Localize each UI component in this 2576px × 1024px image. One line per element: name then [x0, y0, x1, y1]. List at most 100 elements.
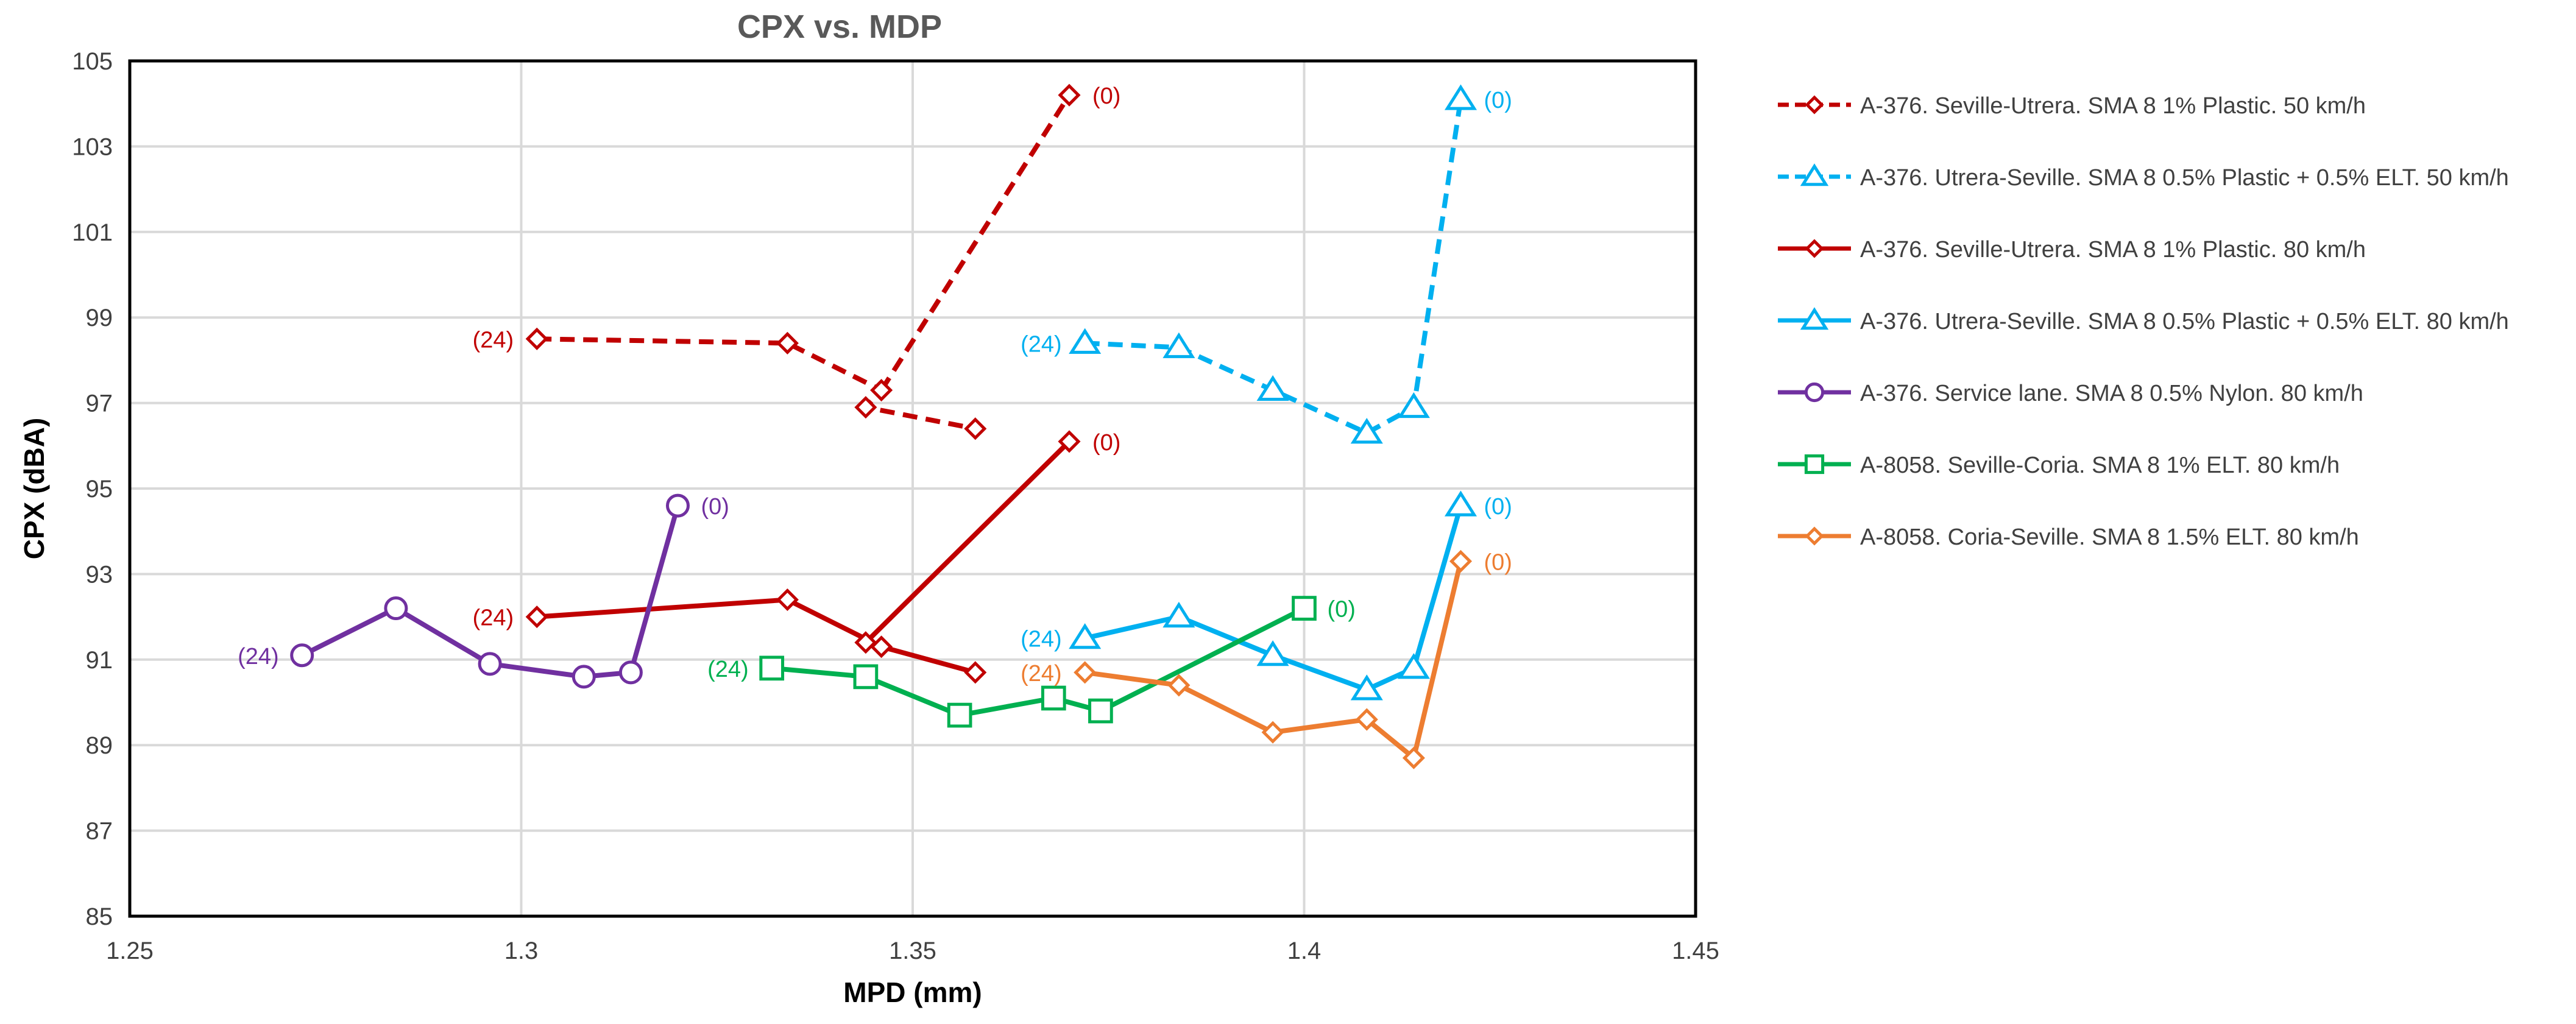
point-label: (24)	[473, 327, 514, 353]
data-point	[1069, 623, 1102, 649]
legend-swatch-marker	[1800, 307, 1829, 330]
data-point	[1088, 698, 1113, 724]
legend-entry-6: A-8058. Seville-Coria. SMA 8 1% ELT. 80 …	[1778, 453, 2340, 478]
plot-area-border	[128, 59, 1697, 918]
data-point	[1162, 601, 1195, 628]
point-label: (24)	[1021, 661, 1062, 687]
data-point	[853, 664, 879, 690]
legend-swatch-marker	[1804, 454, 1825, 475]
y-tick-label: 89	[86, 732, 113, 759]
data-point	[478, 652, 502, 676]
point-label: (0)	[701, 494, 729, 520]
data-point	[525, 606, 548, 629]
legend-entry-1: A-376. Seville-Utrera. SMA 8 1% Plastic.…	[1778, 93, 2366, 119]
data-point	[776, 588, 799, 612]
data-point	[1058, 430, 1081, 453]
gridlines	[129, 60, 1697, 917]
data-point	[854, 396, 877, 419]
legend: A-376. Seville-Utrera. SMA 8 1% Plastic.…	[1778, 93, 2509, 550]
y-tick-label: 105	[72, 48, 113, 75]
y-tick-label: 87	[86, 818, 113, 845]
legend-label: A-376. Utrera-Seville. SMA 8 0.5% Plasti…	[1860, 165, 2509, 191]
legend-entry-3: A-376. Seville-Utrera. SMA 8 1% Plastic.…	[1778, 237, 2366, 263]
point-label: (24)	[238, 644, 279, 669]
point-label: (0)	[1484, 549, 1512, 575]
data-point	[1355, 708, 1378, 731]
legend-label: A-376. Seville-Utrera. SMA 8 1% Plastic.…	[1860, 93, 2366, 119]
data-point	[1397, 653, 1430, 679]
data-point	[1058, 83, 1081, 107]
data-point	[666, 493, 690, 518]
data-point	[1261, 721, 1284, 744]
data-point	[964, 661, 987, 684]
x-tick-label: 1.3	[504, 937, 539, 964]
data-point	[759, 655, 785, 681]
point-label: (24)	[473, 606, 514, 631]
point-labels-layer: (24) (0) (24) (0) (24) (0) (24) (0) (24) (0) (24) (…	[238, 83, 1512, 687]
data-point	[290, 643, 314, 668]
point-label: (0)	[1328, 597, 1356, 623]
data-point	[571, 665, 596, 689]
legend-swatch-marker	[1805, 526, 1824, 546]
point-label: (0)	[1484, 494, 1512, 520]
series-line	[1085, 560, 1463, 761]
legend-label: A-8058. Seville-Coria. SMA 8 1% ELT. 80 …	[1860, 453, 2340, 478]
x-tick-label: 1.4	[1287, 937, 1322, 964]
y-tick-label: 93	[86, 561, 113, 588]
data-point	[384, 596, 408, 621]
data-point	[870, 635, 893, 659]
legend-entry-4: A-376. Utrera-Seville. SMA 8 0.5% Plasti…	[1778, 307, 2509, 334]
legend-entry-2: A-376. Utrera-Seville. SMA 8 0.5% Plasti…	[1778, 163, 2509, 191]
data-point	[618, 660, 643, 685]
legend-label: A-8058. Coria-Seville. SMA 8 1.5% ELT. 8…	[1860, 524, 2359, 550]
data-point	[1444, 490, 1477, 517]
data-point	[776, 331, 799, 355]
series-line	[1084, 504, 1463, 692]
series-6	[759, 596, 1317, 728]
legend-entry-7: A-8058. Coria-Seville. SMA 8 1.5% ELT. 8…	[1778, 524, 2359, 550]
point-label: (0)	[1092, 83, 1120, 109]
series-line	[537, 336, 976, 431]
data-point	[1074, 661, 1097, 684]
data-point	[1069, 328, 1102, 354]
data-point	[1444, 84, 1477, 110]
point-label: (24)	[1021, 627, 1062, 652]
data-point	[1256, 640, 1289, 666]
series-line-segment	[879, 94, 1072, 392]
data-point	[525, 327, 548, 350]
data-point	[1167, 674, 1191, 697]
data-point	[1162, 332, 1195, 358]
data-point	[854, 631, 877, 654]
data-point	[947, 702, 972, 728]
series-7	[1074, 549, 1473, 769]
series-3	[525, 430, 1081, 684]
y-axis-label: CPX (dBA)	[18, 418, 50, 560]
data-point	[1292, 596, 1317, 621]
legend-label: A-376. Utrera-Seville. SMA 8 0.5% Plasti…	[1860, 309, 2509, 334]
series-line	[536, 597, 976, 675]
point-label: (0)	[1484, 88, 1512, 113]
legend-swatch-marker	[1800, 163, 1829, 186]
data-point	[1350, 674, 1383, 701]
data-point	[1397, 392, 1430, 418]
series-line-segment	[864, 439, 1071, 644]
y-tick-label: 103	[72, 133, 113, 160]
series-line	[771, 606, 1306, 718]
series-1	[525, 83, 1081, 440]
data-point	[964, 417, 987, 440]
point-label: (24)	[707, 657, 749, 682]
x-tick-label: 1.45	[1672, 937, 1719, 964]
data-point	[1449, 549, 1473, 573]
point-label: (24)	[1021, 331, 1062, 357]
y-tick-label: 97	[86, 390, 113, 417]
data-point	[1256, 375, 1289, 401]
legend-swatch-marker	[1805, 239, 1824, 258]
legend-entry-5: A-376. Service lane. SMA 8 0.5% Nylon. 8…	[1778, 381, 2363, 406]
axis-ticks: 1.25 1.3 1.35 1.4 1.45 85 87 89 91 93 95 97 99 101 103…	[72, 48, 1719, 964]
y-tick-label: 95	[86, 476, 113, 503]
legend-label: A-376. Service lane. SMA 8 0.5% Nylon. 8…	[1860, 381, 2363, 406]
x-tick-label: 1.35	[889, 937, 936, 964]
legend-swatch-marker	[1805, 95, 1824, 115]
series-2	[1069, 84, 1477, 444]
